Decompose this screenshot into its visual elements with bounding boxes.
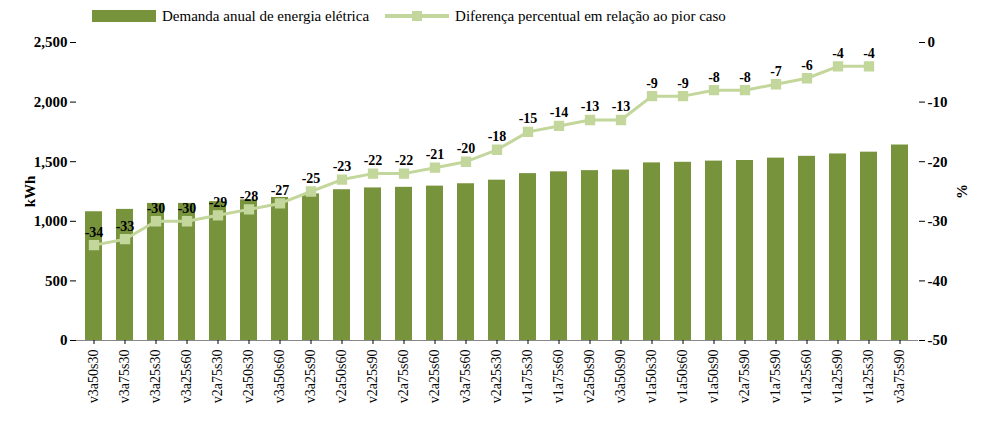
svg-text:-6: -6 [801,58,813,73]
svg-text:v1a50s60: v1a50s60 [675,350,690,404]
svg-text:-13: -13 [581,99,600,114]
svg-text:v3a25s60: v3a25s60 [179,350,194,404]
svg-text:v3a75s60: v3a75s60 [458,350,473,404]
svg-text:-10: -10 [928,94,948,110]
svg-text:-22: -22 [364,153,383,168]
svg-text:1,500: 1,500 [34,154,68,170]
svg-text:-21: -21 [426,147,445,162]
svg-text:-34: -34 [85,225,104,240]
svg-text:v1a25s90: v1a25s90 [830,350,845,404]
svg-text:v3a50s90: v3a50s90 [613,350,628,404]
svg-text:v2a75s60: v2a75s60 [396,350,411,404]
svg-text:500: 500 [45,273,68,289]
svg-text:v2a75s90: v2a75s90 [737,350,752,404]
svg-text:0: 0 [928,34,936,50]
svg-text:v1a75s90: v1a75s90 [768,350,783,404]
svg-text:v2a25s30: v2a25s30 [489,350,504,404]
svg-text:-18: -18 [488,129,507,144]
svg-text:%: % [954,184,970,199]
svg-text:-30: -30 [928,213,948,229]
svg-text:-33: -33 [116,219,135,234]
svg-text:-7: -7 [770,64,782,79]
svg-text:v2a50s30: v2a50s30 [241,350,256,404]
svg-text:-15: -15 [519,111,538,126]
svg-text:v2a25s90: v2a25s90 [365,350,380,404]
svg-text:-28: -28 [240,189,259,204]
svg-text:-14: -14 [550,105,569,120]
svg-text:-22: -22 [395,153,414,168]
svg-text:-27: -27 [271,183,290,198]
svg-text:-4: -4 [832,46,844,61]
svg-text:v3a50s60: v3a50s60 [272,350,287,404]
svg-text:v3a75s90: v3a75s90 [892,350,907,404]
svg-text:-4: -4 [863,46,875,61]
svg-text:0: 0 [60,332,68,348]
svg-text:-29: -29 [209,195,228,210]
svg-text:v3a50s30: v3a50s30 [86,350,101,404]
svg-text:-25: -25 [302,171,321,186]
svg-text:-30: -30 [147,201,166,216]
svg-text:-20: -20 [928,154,948,170]
svg-text:v3a25s30: v3a25s30 [148,350,163,404]
svg-text:2,500: 2,500 [34,34,68,50]
svg-text:v1a25s60: v1a25s60 [799,350,814,404]
svg-text:-40: -40 [928,273,948,289]
svg-text:-30: -30 [178,201,197,216]
html-text:Diferença percentual em relaçã: Diferença percentual em relação ao pior … [455,7,726,24]
svg-text:-23: -23 [333,159,352,174]
svg-text:-8: -8 [739,70,751,85]
svg-text:-9: -9 [646,76,658,91]
svg-text:v2a75s30: v2a75s30 [210,350,225,404]
svg-text:v1a25s30: v1a25s30 [861,350,876,404]
svg-text:v3a75s30: v3a75s30 [117,350,132,404]
svg-text:2,000: 2,000 [34,94,68,110]
svg-text:v2a50s90: v2a50s90 [582,350,597,404]
svg-text:v2a50s60: v2a50s60 [334,350,349,404]
svg-text:-50: -50 [928,332,948,348]
svg-text:v1a50s30: v1a50s30 [644,350,659,404]
svg-text:1,000: 1,000 [34,213,68,229]
svg-text:v1a75s60: v1a75s60 [551,350,566,404]
html-text:Demanda anual de energia elétr: Demanda anual de energia elétrica [162,7,370,24]
svg-text:v1a50s90: v1a50s90 [706,350,721,404]
svg-text:-8: -8 [708,70,720,85]
svg-text:-9: -9 [677,76,689,91]
svg-text:kWh: kWh [22,175,38,207]
svg-text:v2a25s60: v2a25s60 [427,350,442,404]
svg-text:v1a75s30: v1a75s30 [520,350,535,404]
svg-text:-20: -20 [457,141,476,156]
svg-text:v3a25s90: v3a25s90 [303,350,318,404]
svg-text:-13: -13 [612,99,631,114]
